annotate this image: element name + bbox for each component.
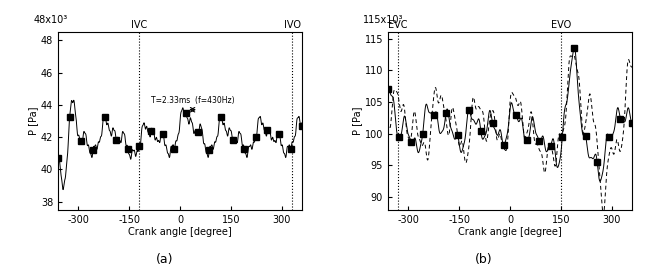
Text: EVC: EVC bbox=[388, 19, 408, 30]
Text: 48x10³: 48x10³ bbox=[34, 15, 68, 25]
Text: EVO: EVO bbox=[551, 19, 571, 30]
Text: (b): (b) bbox=[475, 253, 493, 266]
Y-axis label: P [Pa]: P [Pa] bbox=[28, 107, 38, 135]
Y-axis label: P [Pa]: P [Pa] bbox=[352, 107, 362, 135]
Text: (a): (a) bbox=[155, 253, 174, 266]
Text: IVC: IVC bbox=[132, 19, 148, 30]
X-axis label: Crank angle [degree]: Crank angle [degree] bbox=[128, 228, 232, 238]
Text: 115x10³: 115x10³ bbox=[363, 15, 404, 25]
Text: T=2.33ms  (f=430Hz): T=2.33ms (f=430Hz) bbox=[150, 96, 234, 105]
Text: IVO: IVO bbox=[284, 19, 301, 30]
X-axis label: Crank angle [degree]: Crank angle [degree] bbox=[458, 228, 562, 238]
